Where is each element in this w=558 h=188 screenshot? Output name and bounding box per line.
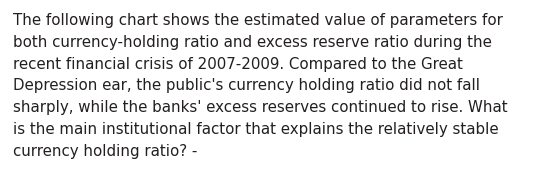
Text: The following chart shows the estimated value of parameters for: The following chart shows the estimated …: [13, 13, 503, 28]
Text: sharply, while the banks' excess reserves continued to rise. What: sharply, while the banks' excess reserve…: [13, 100, 508, 115]
Text: currency holding ratio? -: currency holding ratio? -: [13, 144, 198, 159]
Text: recent financial crisis of 2007-2009. Compared to the Great: recent financial crisis of 2007-2009. Co…: [13, 57, 463, 72]
Text: is the main institutional factor that explains the relatively stable: is the main institutional factor that ex…: [13, 122, 499, 137]
Text: both currency-holding ratio and excess reserve ratio during the: both currency-holding ratio and excess r…: [13, 35, 492, 50]
Text: Depression ear, the public's currency holding ratio did not fall: Depression ear, the public's currency ho…: [13, 78, 480, 93]
